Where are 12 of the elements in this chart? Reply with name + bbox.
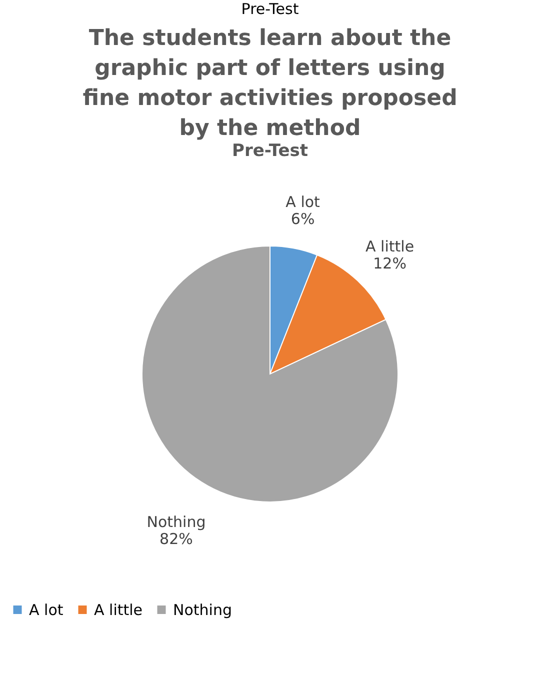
slice-label: Nothing (146, 512, 206, 531)
data-label: 12% (373, 254, 406, 272)
slice-label: A little (366, 237, 414, 256)
chart-title: The students learn about the graphic part of letters using fine motor activities proposed by the method (82, 26, 458, 141)
legend-label: Nothing (173, 600, 232, 619)
legend-label: A lot (29, 600, 64, 619)
slice-label: A lot (286, 193, 320, 212)
data-label: 82% (160, 530, 193, 548)
chart-subtitle: Pre-Test (232, 141, 308, 161)
text: Pre-Test (241, 0, 299, 18)
data-label: 6% (290, 210, 315, 228)
legend-label: A little (94, 600, 143, 619)
